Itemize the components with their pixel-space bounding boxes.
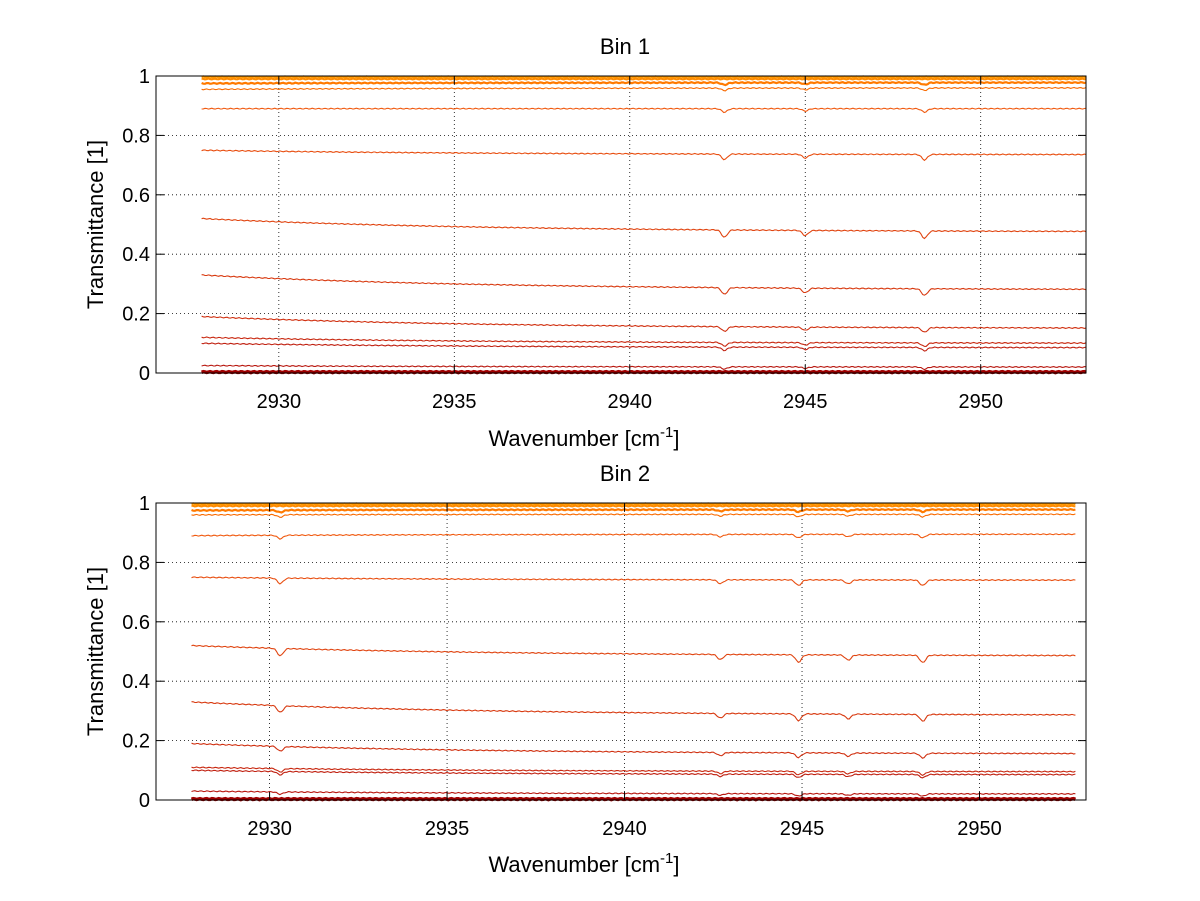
x-tick-label: 2930 (257, 391, 302, 413)
series-line (191, 507, 1076, 514)
series-line (191, 701, 1076, 722)
series-line (191, 766, 1076, 777)
series-line (201, 336, 1087, 347)
series-line (201, 369, 1087, 375)
y-tick-label: 0.8 (122, 552, 150, 574)
x-tick-label: 2940 (602, 818, 647, 840)
series-line (201, 149, 1087, 162)
x-tick-label: 2930 (247, 818, 292, 840)
x-tick-label: 2950 (957, 818, 1002, 840)
series-line (201, 107, 1087, 114)
series-line (191, 533, 1076, 540)
x-tick-label: 2935 (432, 391, 477, 413)
y-tick-label: 0.2 (122, 731, 150, 753)
series-line (191, 502, 1076, 506)
y-tick-label: 0.2 (122, 304, 150, 326)
y-axis-label: Transmittance [1] (83, 140, 108, 309)
series-line (201, 364, 1087, 371)
axes-box (155, 75, 1087, 374)
series-line (201, 80, 1087, 87)
chart-title: Bin 1 (600, 34, 650, 59)
y-tick-label: 0.6 (122, 612, 150, 634)
x-axis-label: Wavenumber [cm-1] (488, 424, 679, 451)
chart-bin-1: 2930 2935 2940 2945 2950 0 0.2 0.4 0.6 0.8 1 Bin 1 W… (83, 34, 1087, 451)
x-tick-label: 2945 (780, 818, 825, 840)
y-tick-label: 1 (139, 493, 150, 515)
series-line (191, 504, 1076, 508)
series-line (191, 644, 1076, 663)
series-line (201, 75, 1087, 79)
y-tick-label: 1 (139, 66, 150, 88)
y-tick-label: 0.6 (122, 185, 150, 207)
series-line (201, 77, 1087, 81)
y-tick-label: 0.4 (122, 244, 150, 266)
chart-title: Bin 2 (600, 461, 650, 486)
series-line (191, 790, 1076, 797)
series-line (201, 217, 1087, 240)
y-tick-label: 0 (139, 790, 150, 812)
series-line (201, 342, 1087, 352)
series-line (201, 315, 1087, 333)
x-tick-label: 2950 (958, 391, 1003, 413)
x-tick-label: 2945 (783, 391, 828, 413)
y-tick-label: 0 (139, 363, 150, 385)
x-tick-label: 2935 (425, 818, 470, 840)
y-axis-label: Transmittance [1] (83, 567, 108, 736)
chart-bin-2: 2930 2935 2940 2945 2950 0 0.2 0.4 0.6 0.8 1 Bin 2 W… (83, 461, 1087, 877)
series-line (191, 742, 1076, 759)
series-line (191, 513, 1076, 518)
x-axis-label: Wavenumber [cm-1] (488, 850, 679, 877)
series-line (191, 769, 1076, 779)
y-tick-label: 0.4 (122, 671, 150, 693)
y-tick-label: 0.8 (122, 125, 150, 147)
axes-box (155, 502, 1087, 801)
series-line (201, 86, 1087, 92)
series-line (191, 576, 1076, 586)
series-line (190, 796, 1077, 802)
series-line (201, 274, 1087, 296)
x-tick-label: 2940 (608, 391, 653, 413)
